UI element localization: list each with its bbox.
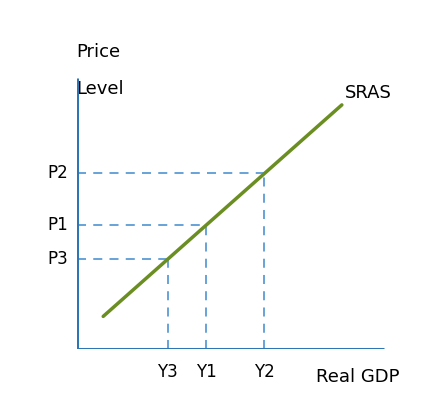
Text: Level: Level — [76, 80, 123, 98]
Text: Y1: Y1 — [196, 364, 217, 382]
Text: Price: Price — [76, 42, 120, 61]
Text: Y2: Y2 — [254, 364, 275, 382]
Text: P2: P2 — [47, 164, 68, 183]
Text: SRAS: SRAS — [345, 83, 392, 102]
Text: P3: P3 — [47, 250, 68, 268]
Text: P1: P1 — [47, 216, 68, 234]
Text: Y3: Y3 — [157, 364, 178, 382]
Text: Real GDP: Real GDP — [316, 368, 400, 386]
